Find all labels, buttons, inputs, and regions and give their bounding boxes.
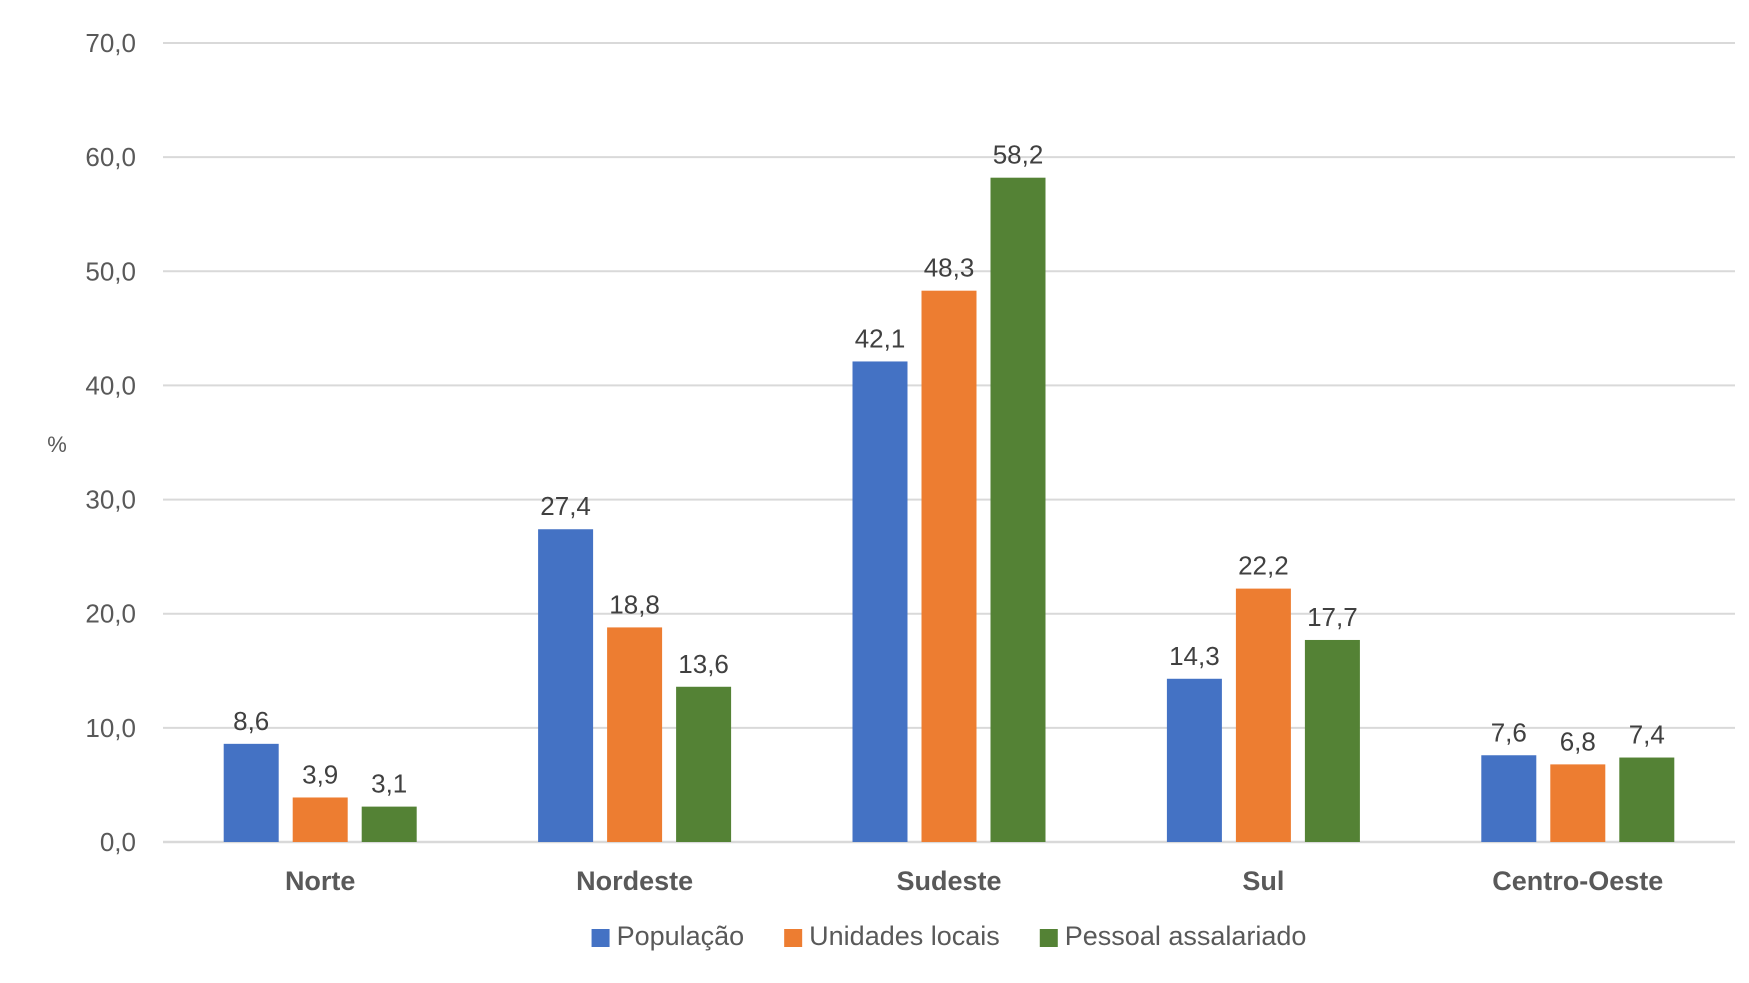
y-tick-label: 0,0 bbox=[100, 827, 136, 857]
bar bbox=[1166, 678, 1222, 842]
y-tick-label: 70,0 bbox=[85, 28, 136, 58]
bar bbox=[990, 177, 1046, 842]
bar bbox=[538, 529, 594, 842]
data-label: 18,8 bbox=[609, 589, 660, 619]
data-label: 13,6 bbox=[678, 649, 729, 679]
bar bbox=[361, 806, 417, 842]
legend-label: Unidades locais bbox=[809, 921, 1000, 951]
data-labels: 8,6 3,9 3,1 27,4 18,8 13,6 42,1 48,3 58,2 14,3 22,… bbox=[233, 140, 1665, 799]
bar bbox=[1550, 764, 1606, 842]
bar bbox=[1619, 757, 1675, 842]
bar bbox=[223, 743, 279, 842]
y-axis-ticks: 0,0 10,0 20,0 30,0 40,0 50,0 60,0 70,0 bbox=[85, 28, 136, 857]
bars bbox=[223, 177, 1675, 842]
x-category-label: Norte bbox=[285, 866, 356, 896]
y-tick-label: 40,0 bbox=[85, 370, 136, 400]
data-label: 8,6 bbox=[233, 706, 269, 736]
bar bbox=[292, 797, 348, 842]
x-category-label: Centro-Oeste bbox=[1492, 866, 1663, 896]
legend-label: Pessoal assalariado bbox=[1065, 921, 1307, 951]
data-label: 14,3 bbox=[1169, 641, 1220, 671]
bar bbox=[1235, 588, 1291, 842]
bar bbox=[1481, 755, 1537, 842]
data-label: 48,3 bbox=[924, 253, 975, 283]
y-tick-label: 10,0 bbox=[85, 713, 136, 743]
data-label: 42,1 bbox=[855, 323, 906, 353]
bar bbox=[676, 686, 732, 842]
legend-item: Unidades locais bbox=[784, 921, 1000, 951]
x-category-label: Sul bbox=[1242, 866, 1284, 896]
bar bbox=[852, 361, 908, 842]
y-tick-label: 60,0 bbox=[85, 142, 136, 172]
data-label: 22,2 bbox=[1238, 551, 1289, 581]
data-label: 7,4 bbox=[1629, 720, 1665, 750]
data-label: 6,8 bbox=[1560, 726, 1596, 756]
legend-item: Pessoal assalariado bbox=[1039, 921, 1307, 951]
legend-swatch bbox=[591, 929, 610, 947]
data-label: 58,2 bbox=[993, 140, 1044, 170]
x-category-label: Sudeste bbox=[896, 866, 1001, 896]
data-label: 17,7 bbox=[1307, 602, 1358, 632]
bar bbox=[607, 627, 663, 842]
legend-swatch bbox=[1039, 929, 1058, 947]
legend: População Unidades locais Pessoal assalari… bbox=[591, 921, 1307, 951]
y-tick-label: 50,0 bbox=[85, 256, 136, 286]
data-label: 3,9 bbox=[302, 759, 338, 789]
y-axis-unit-label: % bbox=[47, 432, 67, 457]
legend-swatch bbox=[784, 929, 803, 947]
legend-item: População bbox=[591, 921, 745, 951]
legend-label: População bbox=[617, 921, 745, 951]
data-label: 3,1 bbox=[371, 769, 407, 799]
bar bbox=[921, 290, 977, 842]
y-tick-label: 30,0 bbox=[85, 485, 136, 515]
bar bbox=[1304, 639, 1360, 842]
data-label: 27,4 bbox=[540, 491, 591, 521]
x-category-label: Nordeste bbox=[576, 866, 693, 896]
data-label: 7,6 bbox=[1491, 717, 1527, 747]
x-axis-categories: Norte Nordeste Sudeste Sul Centro-Oeste bbox=[285, 866, 1663, 896]
y-tick-label: 20,0 bbox=[85, 599, 136, 629]
